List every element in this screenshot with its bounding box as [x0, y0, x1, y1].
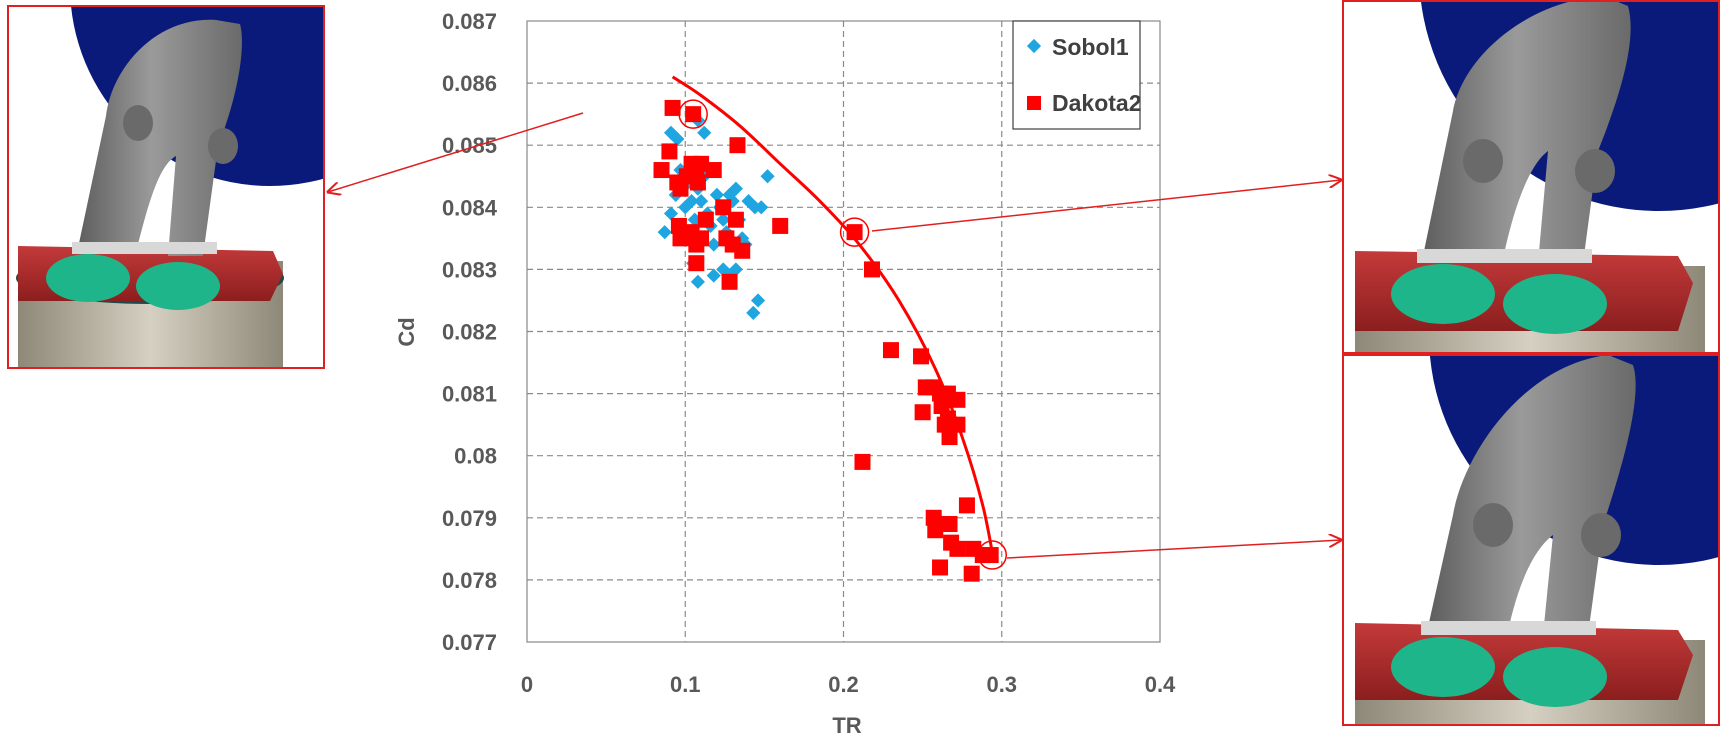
x-tick-label: 0.3: [986, 672, 1017, 697]
legend-label-dakota2: Dakota2: [1052, 90, 1141, 116]
dakota2-point: [727, 211, 744, 228]
y-tick-label: 0.087: [442, 9, 497, 34]
port-render-left: [7, 5, 325, 369]
sobol1-point: [657, 225, 672, 240]
sobol1-point: [694, 194, 709, 209]
sobol1-point: [728, 262, 743, 277]
dakota2-point: [670, 217, 687, 234]
x-tick-label: 0: [521, 672, 533, 697]
dakota2-point: [963, 565, 980, 582]
dakota2-point: [672, 180, 689, 197]
arrow-to-bottom-right-render: [1006, 540, 1341, 559]
dakota2-point: [685, 106, 702, 123]
dakota2-point: [772, 217, 789, 234]
x-tick-label: 0.2: [828, 672, 859, 697]
sobol1-point: [684, 194, 699, 209]
sobol1-point: [746, 305, 761, 320]
plot-border: [526, 20, 1161, 643]
dakota2-point: [936, 416, 953, 433]
sobol1-point: [754, 200, 769, 215]
y-tick-label: 0.077: [442, 630, 497, 655]
dakota2-point: [933, 398, 950, 415]
legend-marker-sobol1: [1026, 38, 1042, 54]
sobol1-point: [706, 237, 721, 252]
legend-marker-dakota2: [1027, 96, 1041, 110]
dakota2-point: [941, 429, 958, 446]
dakota2-point: [715, 199, 732, 216]
sobol1-point: [690, 274, 705, 289]
arrow-to-top-right-render: [871, 180, 1341, 232]
x-axis-title: TR: [832, 713, 861, 738]
dakota2-point: [925, 509, 942, 526]
pareto-front-curve: [671, 75, 996, 562]
sobol1-point: [728, 181, 743, 196]
dakota2-point: [721, 273, 738, 290]
sobol1-point: [709, 187, 724, 202]
legend: Sobol1 Dakota2: [1012, 20, 1141, 130]
y-tick-labels: 0.077 0.078 0.079 0.08 0.081 0.082 0.083 0.084 0…: [442, 9, 498, 655]
sobol1-point: [760, 169, 775, 184]
dakota2-point: [689, 174, 706, 191]
sobol1-point: [697, 125, 712, 140]
y-tick-label: 0.086: [442, 71, 497, 96]
dakota2-point: [664, 99, 681, 116]
sobol1-point: [706, 268, 721, 283]
dakota2-point: [949, 391, 966, 408]
y-tick-label: 0.084: [442, 195, 498, 220]
y-tick-label: 0.08: [454, 444, 497, 469]
dakota2-point: [914, 404, 931, 421]
dakota2-point: [653, 162, 670, 179]
plot-area: 0.077 0.078 0.079 0.08 0.081 0.082 0.083 0.084 0…: [394, 9, 1176, 738]
dakota2-point: [693, 155, 710, 172]
dakota2-point: [688, 255, 705, 272]
legend-box: [1012, 20, 1141, 130]
dakota2-point: [913, 348, 930, 365]
dakota2-point: [697, 211, 714, 228]
dakota2-point: [882, 342, 899, 359]
highlight-circle: [839, 217, 870, 247]
x-tick-label: 0.1: [670, 672, 701, 697]
dakota2-point: [941, 516, 958, 533]
x-tick-label: 0.4: [1145, 672, 1176, 697]
dakota2-point: [661, 143, 678, 160]
highlight-circles: [678, 99, 1008, 570]
highlight-circle: [678, 99, 708, 129]
dakota2-point: [734, 242, 751, 259]
y-tick-label: 0.081: [442, 382, 497, 407]
series-dakota2: [653, 99, 999, 582]
sobol1-point: [670, 131, 685, 147]
dakota2-point: [927, 522, 944, 539]
dakota2-point: [705, 162, 722, 179]
legend-label-sobol1: Sobol1: [1052, 34, 1129, 60]
dakota2-point: [949, 540, 966, 557]
x-tick-labels: 0 0.1 0.2 0.3 0.4: [521, 672, 1176, 697]
port-render-top-right: [1342, 0, 1720, 354]
y-tick-label: 0.079: [442, 506, 497, 531]
dakota2-point: [693, 230, 710, 247]
sobol1-point: [716, 212, 731, 227]
y-tick-label: 0.078: [442, 568, 497, 593]
port-render-bottom-right: [1342, 354, 1720, 726]
dakota2-point: [854, 453, 871, 470]
callout-arrows: [328, 112, 1341, 559]
dakota2-point: [932, 559, 949, 576]
sobol1-point: [663, 206, 679, 221]
y-axis-title: Cd: [394, 317, 419, 346]
grid-lines: [527, 21, 1160, 642]
y-tick-label: 0.082: [442, 320, 497, 345]
dakota2-point: [958, 497, 975, 514]
dakota2-point: [729, 137, 746, 154]
y-tick-label: 0.083: [442, 257, 497, 282]
highlight-circle: [977, 540, 1008, 570]
sobol1-point: [750, 293, 766, 308]
arrow-to-left-render: [328, 112, 584, 192]
